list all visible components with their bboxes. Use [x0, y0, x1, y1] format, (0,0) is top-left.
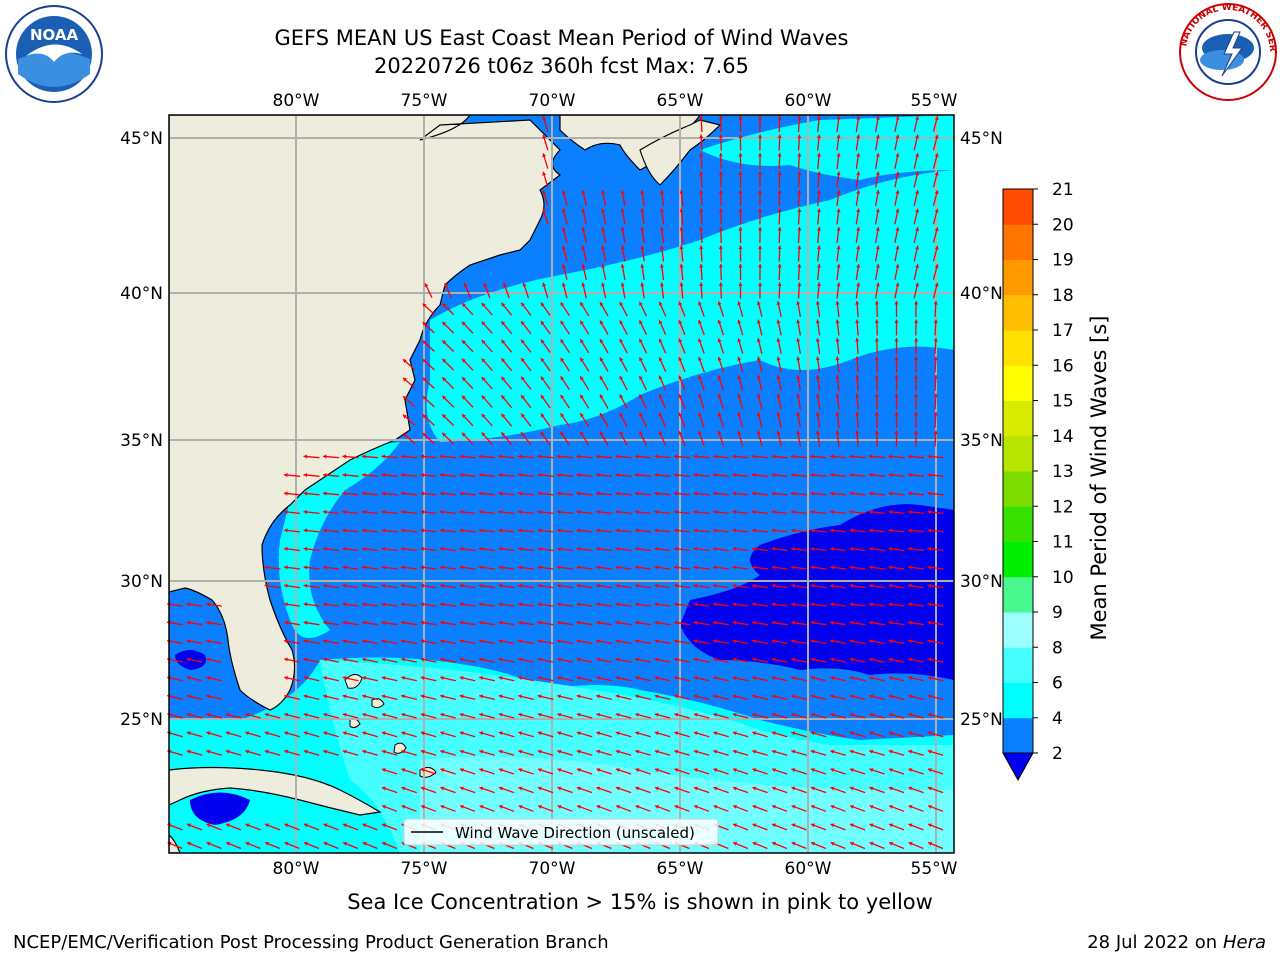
colorbar-tick-label: 20 [1052, 215, 1074, 235]
sea-ice-note: Sea Ice Concentration > 15% is shown in … [347, 890, 933, 914]
colorbar-under-triangle [1002, 752, 1034, 782]
svg-text:80°W: 80°W [273, 91, 320, 111]
colorbar-tick-label: 12 [1052, 497, 1074, 517]
footer-machine: Hera [1222, 932, 1266, 953]
colorbar-tick-label: 16 [1052, 356, 1074, 376]
colorbar-tick-label: 10 [1052, 568, 1074, 588]
legend-label: Wind Wave Direction (unscaled) [455, 824, 695, 842]
colorbar-segment [1003, 330, 1033, 366]
colorbar-tick-label: 9 [1052, 603, 1063, 623]
svg-text:65°W: 65°W [657, 859, 704, 879]
chart-subtitle: 20220726 t06z 360h fcst Max: 7.65 [374, 54, 749, 78]
colorbar-segment [1003, 435, 1033, 472]
svg-text:40°N: 40°N [120, 284, 163, 304]
colorbar-label: Mean Period of Wind Waves [s] [1087, 316, 1111, 641]
colorbar-segment [1003, 471, 1033, 507]
colorbar-segment [1003, 189, 1033, 225]
colorbar-segment [1003, 541, 1033, 578]
noaa-logo: NOAA [5, 5, 103, 103]
svg-text:45°N: 45°N [960, 129, 1003, 149]
colorbar-segment [1003, 400, 1033, 437]
arrow-legend: Wind Wave Direction (unscaled) [403, 818, 719, 846]
colorbar-tick-label: 21 [1052, 180, 1074, 200]
wind-wave-direction-arrows [166, 115, 944, 850]
colorbar-tick-label: 17 [1052, 321, 1074, 341]
colorbar-tick-label: 19 [1052, 251, 1074, 271]
colorbar-segment [1003, 576, 1033, 613]
colorbar-tick-label: 15 [1052, 392, 1074, 412]
svg-text:65°W: 65°W [657, 91, 704, 111]
colorbar-segment [1003, 294, 1033, 331]
svg-text:35°N: 35°N [960, 431, 1003, 451]
svg-text:55°W: 55°W [911, 859, 958, 879]
colorbar-tick-label: 2 [1052, 744, 1063, 764]
colorbar-segment [1003, 682, 1033, 719]
colorbar-tick-label: 13 [1052, 462, 1074, 482]
svg-text:55°W: 55°W [911, 91, 958, 111]
svg-text:80°W: 80°W [273, 859, 320, 879]
colorbar-tick-label: 11 [1052, 533, 1074, 553]
lat-ticks-left: 45°N 40°N 35°N 30°N 25°N [120, 129, 163, 730]
svg-text:60°W: 60°W [785, 91, 832, 111]
svg-text:40°N: 40°N [960, 284, 1003, 304]
colorbar: 2 4 6 8 9 10 11 12 13 14 15 16 17 18 19 20 21 [1002, 180, 1074, 782]
lon-ticks-bottom: 80°W 75°W 70°W 65°W 60°W 55°W [273, 859, 958, 879]
svg-text:30°N: 30°N [120, 572, 163, 592]
svg-text:25°N: 25°N [960, 710, 1003, 730]
map-fill [169, 115, 954, 853]
footer-left: NCEP/EMC/Verification Post Processing Pr… [13, 932, 609, 953]
svg-text:30°N: 30°N [960, 572, 1003, 592]
colorbar-segment [1003, 612, 1033, 648]
svg-text:75°W: 75°W [401, 859, 448, 879]
chart-title: GEFS MEAN US East Coast Mean Period of W… [274, 26, 849, 50]
lon-ticks-top: 80°W 75°W 70°W 65°W 60°W 55°W [273, 91, 958, 111]
colorbar-segment [1003, 224, 1033, 260]
svg-text:45°N: 45°N [120, 129, 163, 149]
colorbar-tick-label: 14 [1052, 427, 1074, 447]
colorbar-segment [1003, 365, 1033, 401]
colorbar-segment [1003, 259, 1033, 296]
map-gridlines [169, 115, 954, 853]
map-frame [168, 114, 955, 854]
svg-text:70°W: 70°W [529, 859, 576, 879]
nws-logo: NATIONAL WEATHER SERVICE [1178, 2, 1277, 101]
colorbar-segment [1003, 506, 1033, 542]
svg-text:35°N: 35°N [120, 431, 163, 451]
svg-text:70°W: 70°W [529, 91, 576, 111]
colorbar-tick-label: 18 [1052, 286, 1074, 306]
colorbar-segment [1003, 647, 1033, 683]
colorbar-segment [1003, 717, 1033, 754]
lat-ticks-right: 45°N 40°N 35°N 30°N 25°N [960, 129, 1003, 730]
footer-right: 28 Jul 2022 on Hera [1087, 932, 1266, 953]
svg-text:25°N: 25°N [120, 710, 163, 730]
colorbar-tick-label: 6 [1052, 674, 1063, 694]
colorbar-tick-label: 8 [1052, 638, 1063, 658]
footer-date: 28 Jul 2022 on [1087, 932, 1223, 953]
noaa-logo-text: NOAA [30, 26, 79, 44]
colorbar-tick-label: 4 [1052, 709, 1063, 729]
svg-text:75°W: 75°W [401, 91, 448, 111]
svg-text:60°W: 60°W [785, 859, 832, 879]
